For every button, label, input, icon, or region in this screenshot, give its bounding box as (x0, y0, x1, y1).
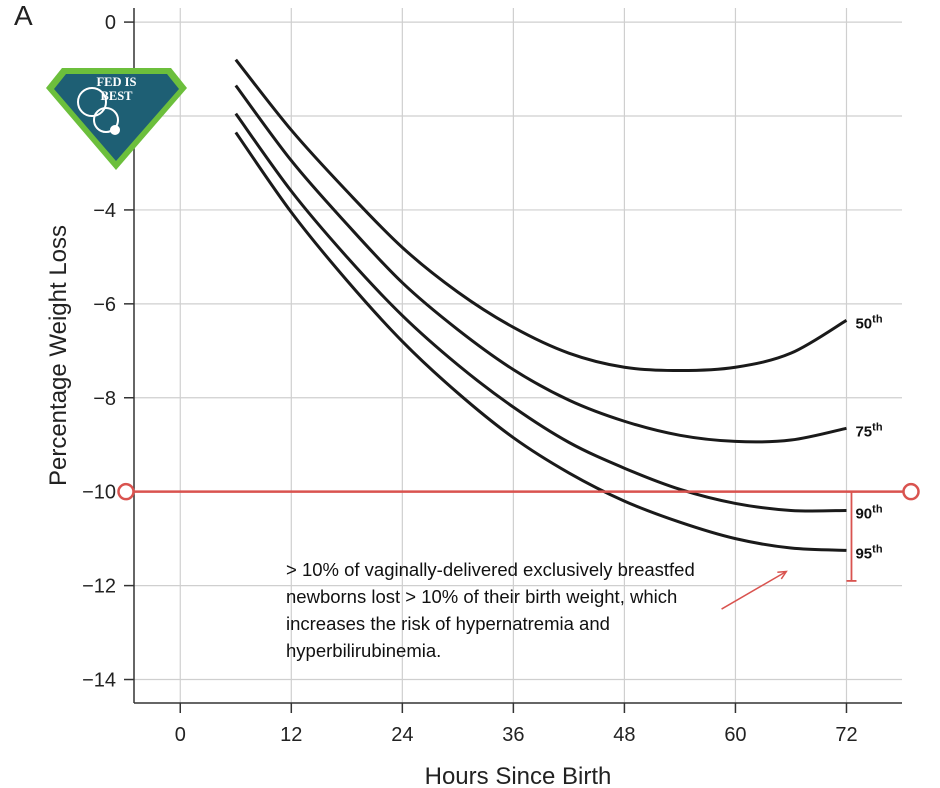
series-label-50: 50th (855, 313, 882, 332)
x-tick-label: 24 (391, 724, 413, 746)
y-tick-label: 0 (105, 12, 116, 34)
threshold-overlay (117, 482, 920, 610)
series-curve-75 (234, 84, 847, 444)
x-tick-label: 48 (613, 724, 635, 746)
series-curves: 50th 75th 90th 95th (234, 58, 883, 562)
x-tick-label: 36 (502, 724, 524, 746)
x-axis-title: Hours Since Birth (425, 763, 612, 788)
threshold-left-marker (117, 482, 135, 501)
series-curve-50 (234, 58, 848, 373)
y-tick-label: −10 (82, 482, 116, 504)
x-tick-label: 60 (724, 724, 746, 746)
x-tick-label: 12 (280, 724, 302, 746)
annotation-arrow (721, 570, 787, 610)
series-label-75: 75th (855, 421, 882, 440)
annotation-text: > 10% of vaginally-delivered exclusively… (286, 559, 695, 661)
y-tick-label: −6 (93, 294, 116, 316)
series-label-95: 95th (855, 543, 882, 562)
series-curve-90 (234, 112, 847, 513)
annotation-arrow-head (777, 570, 788, 580)
fed-is-best-logo (46, 68, 187, 170)
y-tick-label: −8 (93, 388, 116, 410)
series-label-90: 90th (855, 503, 882, 522)
series-curve-95 (234, 131, 847, 552)
x-tick-label: 72 (835, 724, 857, 746)
threshold-right-marker (902, 482, 920, 501)
panel-label: A (14, 0, 33, 31)
y-tick-label: −4 (93, 200, 116, 222)
y-tick-label: −12 (82, 576, 116, 598)
y-tick-label: −14 (82, 670, 116, 692)
y-axis-title: Percentage Weight Loss (45, 225, 72, 486)
x-tick-label: 0 (175, 724, 186, 746)
